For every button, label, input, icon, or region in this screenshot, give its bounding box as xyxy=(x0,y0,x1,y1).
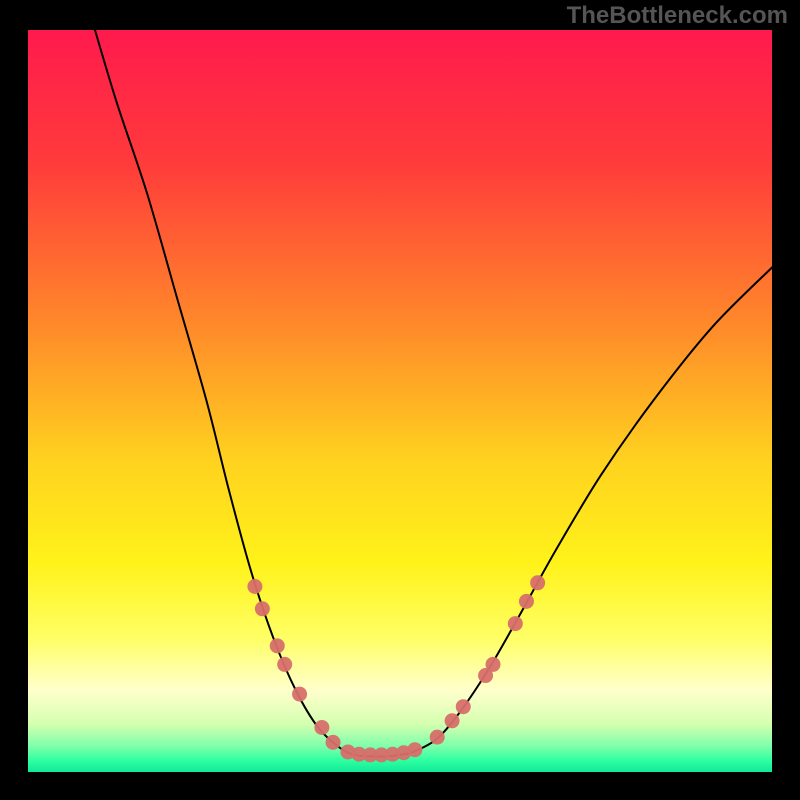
data-marker xyxy=(247,579,262,594)
data-marker xyxy=(456,699,471,714)
plot-area xyxy=(28,30,772,772)
data-marker xyxy=(486,657,501,672)
data-marker xyxy=(508,616,523,631)
gradient-background xyxy=(28,30,772,772)
watermark-text: TheBottleneck.com xyxy=(567,2,788,30)
data-marker xyxy=(270,638,285,653)
data-marker xyxy=(445,713,460,728)
data-marker xyxy=(326,735,341,750)
data-marker xyxy=(277,657,292,672)
data-marker xyxy=(519,594,534,609)
data-marker xyxy=(255,601,270,616)
data-marker xyxy=(430,730,445,745)
chart-frame: TheBottleneck.com xyxy=(0,0,800,800)
data-marker xyxy=(314,720,329,735)
plot-svg xyxy=(28,30,772,772)
data-marker xyxy=(292,687,307,702)
data-marker xyxy=(407,742,422,757)
data-marker xyxy=(530,575,545,590)
